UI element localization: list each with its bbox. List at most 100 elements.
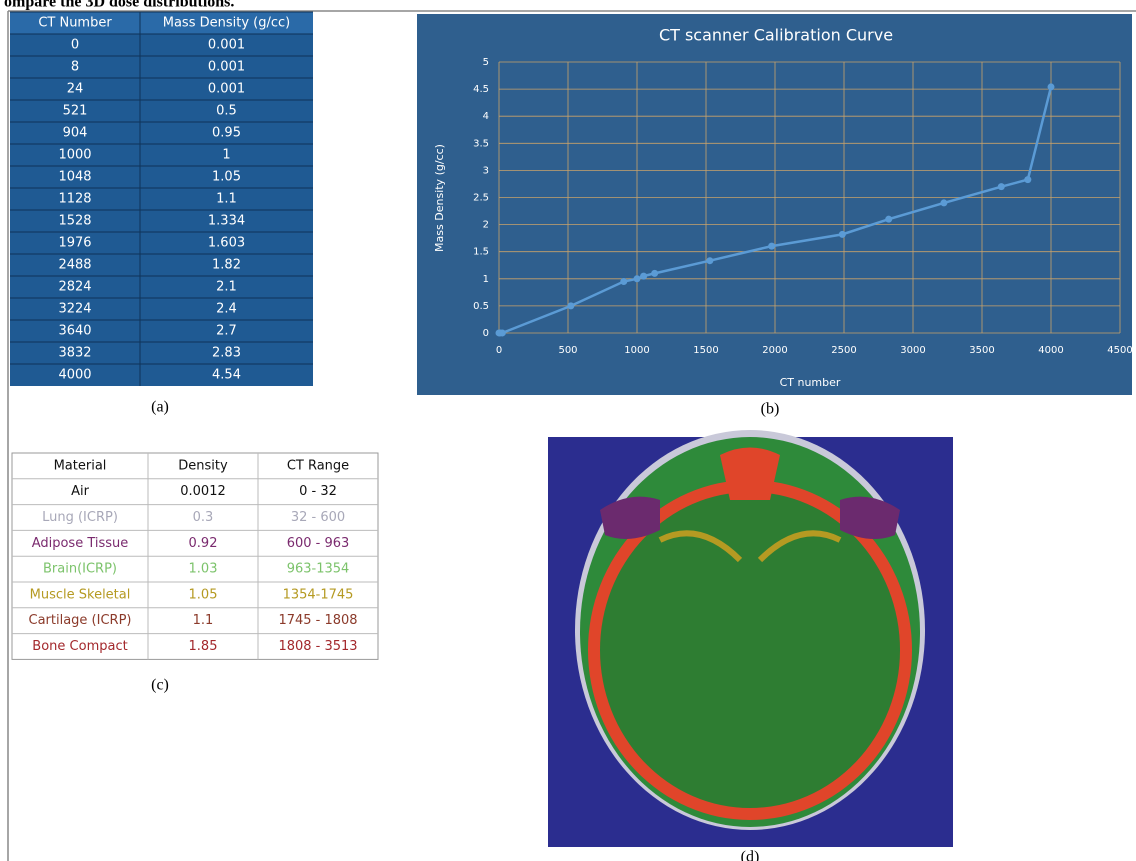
table-cell: 2.7 (216, 324, 237, 339)
table-cell: 2824 (58, 280, 91, 295)
chart-title: CT scanner Calibration Curve (659, 26, 893, 45)
x-tick-label: 1500 (693, 345, 718, 356)
y-tick-label: 4.5 (473, 84, 489, 95)
table-header-cell: Material (54, 458, 107, 473)
table-cell: 8 (71, 60, 79, 75)
table-cell: 0.92 (189, 536, 218, 551)
x-tick-label: 2000 (762, 345, 787, 356)
x-tick-label: 1000 (624, 345, 649, 356)
table-cell: 2.1 (216, 280, 237, 295)
table-cell: Bone Compact (32, 639, 127, 654)
ct-image (548, 430, 953, 847)
table-header-cell: CT Range (287, 458, 349, 473)
table-cell: 0.3 (193, 510, 214, 525)
table-cell: Brain(ICRP) (43, 562, 117, 577)
caption: (b) (761, 401, 780, 418)
brain (600, 492, 900, 808)
table-cell: 0 (71, 38, 79, 53)
table-cell: 1.85 (189, 639, 218, 654)
table-cell: 1.603 (208, 236, 245, 251)
y-tick-label: 1.5 (473, 247, 489, 258)
data-point (1024, 176, 1031, 183)
table-header-cell: CT Number (38, 16, 112, 31)
table-cell: 1354-1745 (283, 587, 354, 602)
table-cell: Cartilage (ICRP) (29, 613, 132, 628)
x-tick-label: 2500 (831, 345, 856, 356)
table-background (10, 12, 313, 386)
table-cell: 1528 (58, 214, 91, 229)
table-cell: 0.001 (208, 82, 245, 97)
table-cell: 1.05 (212, 170, 241, 185)
table-cell: 1.1 (193, 613, 214, 628)
table-cell: 1000 (58, 148, 91, 163)
data-point (885, 216, 892, 223)
table-cell: 4.54 (212, 368, 241, 383)
data-point (620, 278, 627, 285)
table-cell: 1048 (58, 170, 91, 185)
table-cell: 1.03 (189, 562, 218, 577)
x-axis-label: CT number (780, 376, 841, 389)
caption: (c) (151, 677, 169, 694)
table-cell: 0.95 (212, 126, 241, 141)
table-cell: 2.83 (212, 346, 241, 361)
caption: (a) (151, 399, 169, 416)
table-cell: 963-1354 (287, 562, 350, 577)
table-cell: 1976 (58, 236, 91, 251)
x-tick-label: 4500 (1107, 345, 1132, 356)
table-cell: 1808 - 3513 (278, 639, 357, 654)
data-point (839, 231, 846, 238)
table-header-cell: Mass Density (g/cc) (163, 16, 291, 31)
table-cell: Lung (ICRP) (42, 510, 118, 525)
table-cell: 0.0012 (180, 484, 226, 499)
y-tick-label: 1 (483, 274, 489, 285)
data-point (768, 243, 775, 250)
table-cell: 1.334 (208, 214, 245, 229)
x-tick-label: 3500 (969, 345, 994, 356)
y-tick-label: 3 (483, 165, 489, 176)
table-cell: 2488 (58, 258, 91, 273)
nasal-bone (720, 448, 780, 501)
table-cell: Air (71, 484, 90, 499)
table-cell: 1 (222, 148, 230, 163)
table-cell: 1.82 (212, 258, 241, 273)
x-tick-label: 3000 (900, 345, 925, 356)
table-cell: 0.5 (216, 104, 237, 119)
table-cell: 1128 (58, 192, 91, 207)
table-cell: 1745 - 1808 (278, 613, 357, 628)
y-tick-label: 5 (483, 57, 489, 68)
caption: (d) (741, 849, 760, 861)
table-header-cell: Density (178, 458, 228, 473)
table-cell: Muscle Skeletal (30, 587, 131, 602)
data-point (640, 273, 647, 280)
y-axis-label: Mass Density (g/cc) (433, 144, 446, 252)
y-tick-label: 2 (483, 220, 489, 231)
data-point (651, 270, 658, 277)
table-cell: 1.05 (189, 587, 218, 602)
header-text: ompare the 3D dose distributions. (4, 0, 234, 11)
table-cell: 3224 (58, 302, 91, 317)
figure: ompare the 3D dose distributions. (a) CT… (0, 0, 1136, 861)
data-point (634, 275, 641, 282)
table-cell: 24 (67, 82, 84, 97)
table-cell: 3832 (58, 346, 91, 361)
chart-panel (417, 14, 1132, 395)
table-cell: 0.001 (208, 60, 245, 75)
table-cell: 32 - 600 (291, 510, 345, 525)
table-cell: 1.1 (216, 192, 237, 207)
table-cell: 0 - 32 (299, 484, 337, 499)
x-tick-label: 0 (496, 345, 502, 356)
data-point (706, 257, 713, 264)
y-tick-label: 3.5 (473, 138, 489, 149)
table-cell: 904 (63, 126, 88, 141)
data-point (1048, 83, 1055, 90)
y-tick-label: 4 (483, 111, 489, 122)
y-tick-label: 2.5 (473, 193, 489, 204)
table-cell: 521 (63, 104, 88, 119)
table-cell: 3640 (58, 324, 91, 339)
data-point (940, 199, 947, 206)
y-tick-label: 0 (483, 328, 489, 339)
data-point (998, 183, 1005, 190)
table-cell: 600 - 963 (287, 536, 350, 551)
x-tick-label: 500 (558, 345, 577, 356)
table-cell: 0.001 (208, 38, 245, 53)
